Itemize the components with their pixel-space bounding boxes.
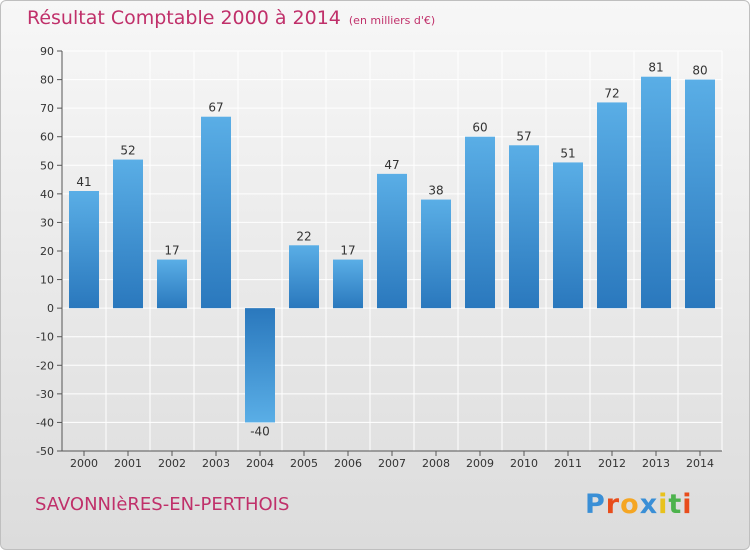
bar [377, 173, 407, 309]
x-tick-label: 2008 [422, 457, 450, 470]
y-tick-label: 50 [40, 159, 54, 172]
bar [157, 259, 187, 309]
chart-subtitle: (en milliers d'€) [348, 14, 436, 27]
y-tick-label: -40 [36, 416, 54, 429]
data-label: 47 [384, 158, 399, 172]
x-tick-label: 2003 [202, 457, 230, 470]
bar [641, 76, 671, 309]
x-tick-label: 2001 [114, 457, 142, 470]
bar [597, 102, 627, 309]
x-tick-label: 2014 [686, 457, 714, 470]
bar [465, 136, 495, 309]
data-label: 57 [516, 129, 531, 143]
data-label: 17 [340, 244, 355, 258]
bar [69, 191, 99, 309]
proxiti-logo: Proxiti [585, 489, 693, 520]
logo-letter: t [668, 489, 683, 520]
y-tick-label: -50 [36, 445, 54, 458]
data-label: 38 [428, 184, 443, 198]
data-label: 60 [472, 121, 487, 135]
y-tick-label: 90 [40, 45, 54, 58]
y-tick-label: 30 [40, 216, 54, 229]
bars [69, 76, 715, 423]
data-label: 81 [648, 61, 663, 75]
x-tick-label: 2012 [598, 457, 626, 470]
axes [57, 50, 722, 456]
y-tick-label: 40 [40, 188, 54, 201]
y-tick-label: 60 [40, 131, 54, 144]
data-label: 22 [296, 229, 311, 243]
bar [245, 308, 275, 423]
y-tick-label: 80 [40, 74, 54, 87]
bar [333, 259, 363, 309]
bar [685, 79, 715, 309]
bar [201, 116, 231, 309]
bar [113, 159, 143, 309]
data-label: 80 [692, 64, 707, 78]
bar [553, 162, 583, 309]
y-tick-label: 10 [40, 274, 54, 287]
data-label: 41 [76, 175, 91, 189]
logo-letter: P [585, 489, 606, 520]
bar [421, 199, 451, 309]
data-label: 72 [604, 86, 619, 100]
x-tick-label: 2009 [466, 457, 494, 470]
x-tick-label: 2013 [642, 457, 670, 470]
labels: -50 -40 -30 -20 -10 0 10 20 30 40 50 60 70 80 90 41 52 17… [36, 45, 714, 470]
bar [509, 145, 539, 309]
y-tick-label: -10 [36, 331, 54, 344]
logo-letter: i [682, 489, 693, 520]
x-tick-label: 2004 [246, 457, 274, 470]
x-tick-label: 2007 [378, 457, 406, 470]
chart-title: Résultat Comptable 2000 à 2014 (en millie… [27, 7, 435, 29]
logo-letter: x [639, 489, 659, 520]
bar [289, 245, 319, 309]
data-label: -40 [250, 424, 270, 438]
y-tick-label: -30 [36, 388, 54, 401]
data-label: 67 [208, 101, 223, 115]
logo-letter: r [605, 489, 621, 520]
x-tick-label: 2010 [510, 457, 538, 470]
y-tick-label: 70 [40, 102, 54, 115]
x-tick-label: 2011 [554, 457, 582, 470]
x-tick-label: 2000 [70, 457, 98, 470]
y-tick-label: 20 [40, 245, 54, 258]
x-tick-label: 2006 [334, 457, 362, 470]
data-label: 51 [560, 146, 575, 160]
commune-name: SAVONNIèRES-EN-PERTHOIS [35, 494, 290, 515]
data-label: 52 [120, 144, 135, 158]
logo-letter: o [620, 489, 640, 520]
x-tick-label: 2005 [290, 457, 318, 470]
chart-title-text: Résultat Comptable 2000 à 2014 [27, 7, 341, 29]
data-label: 17 [164, 244, 179, 258]
y-tick-label: 0 [47, 302, 54, 315]
y-tick-label: -20 [36, 359, 54, 372]
logo-letter: i [658, 489, 669, 520]
x-tick-label: 2002 [158, 457, 186, 470]
